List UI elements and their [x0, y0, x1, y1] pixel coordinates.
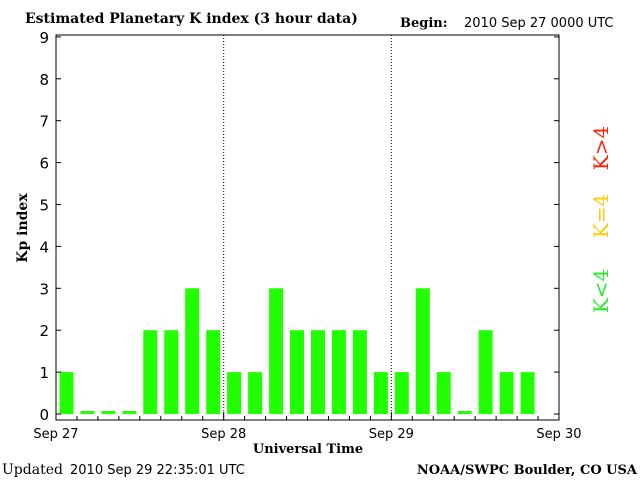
updated-label: Updated: [2, 462, 63, 478]
kp-bar: [101, 411, 116, 414]
y-tick-label: 9: [39, 29, 49, 47]
kp-bar: [415, 288, 430, 414]
kp-bar: [227, 372, 242, 414]
y-tick-label: 3: [39, 280, 49, 298]
y-tick-label: 2: [39, 322, 49, 340]
x-tick-label: Sep 29: [369, 427, 414, 442]
kp-bar: [331, 330, 346, 414]
x-axis-title: Universal Time: [253, 442, 363, 457]
y-tick-label: 5: [39, 197, 49, 215]
x-tick-label: Sep 30: [536, 427, 581, 442]
kp-bar: [499, 372, 514, 414]
kp-bar: [352, 330, 367, 414]
kp-bar: [185, 288, 200, 414]
begin-label: Begin:: [400, 16, 448, 31]
legend-k-greater-4: K>4: [589, 126, 613, 170]
y-tick-label: 1: [39, 364, 49, 382]
begin-value: 2010 Sep 27 0000 UTC: [464, 16, 614, 31]
kp-bar: [436, 372, 451, 414]
day-dividers: [223, 35, 392, 420]
kp-bar: [143, 330, 158, 414]
kp-bar: [394, 372, 409, 414]
source-credit: NOAA/SWPC Boulder, CO USA: [417, 463, 638, 478]
chart-title: Estimated Planetary K index (3 hour data…: [25, 11, 358, 27]
kp-bar: [164, 330, 179, 414]
kp-bar: [373, 372, 388, 414]
x-axis-ticks: Sep 27 Sep 28 Sep 29 Sep 30: [33, 412, 582, 442]
kp-bar: [457, 411, 472, 414]
kp-bar: [520, 372, 535, 414]
kp-bar: [122, 411, 137, 414]
kp-bar: [206, 330, 221, 414]
y-tick-label: 7: [39, 113, 49, 131]
updated-value: 2010 Sep 29 22:35:01 UTC: [70, 463, 245, 478]
y-axis-title: Kp index: [15, 193, 31, 263]
kp-bar: [80, 411, 95, 414]
x-tick-label: Sep 28: [201, 427, 246, 442]
kp-bar: [269, 288, 284, 414]
kp-bar: [290, 330, 304, 414]
y-tick-label: 4: [39, 238, 49, 256]
y-tick-label: 8: [39, 71, 49, 89]
bars-group: [59, 288, 535, 414]
kp-bar: [311, 330, 325, 414]
legend-k-less-4: K<4: [589, 269, 613, 313]
y-tick-label: 0: [39, 406, 49, 424]
y-axis-ticks: 0 1 2 3 4 5 6 7 8 9: [39, 29, 559, 424]
kp-bar: [59, 372, 74, 414]
kp-bar: [248, 372, 263, 414]
x-tick-label: Sep 27: [33, 427, 78, 442]
kp-bar: [478, 330, 493, 414]
legend-k-equal-4: K=4: [589, 194, 613, 238]
y-tick-label: 6: [39, 155, 49, 173]
